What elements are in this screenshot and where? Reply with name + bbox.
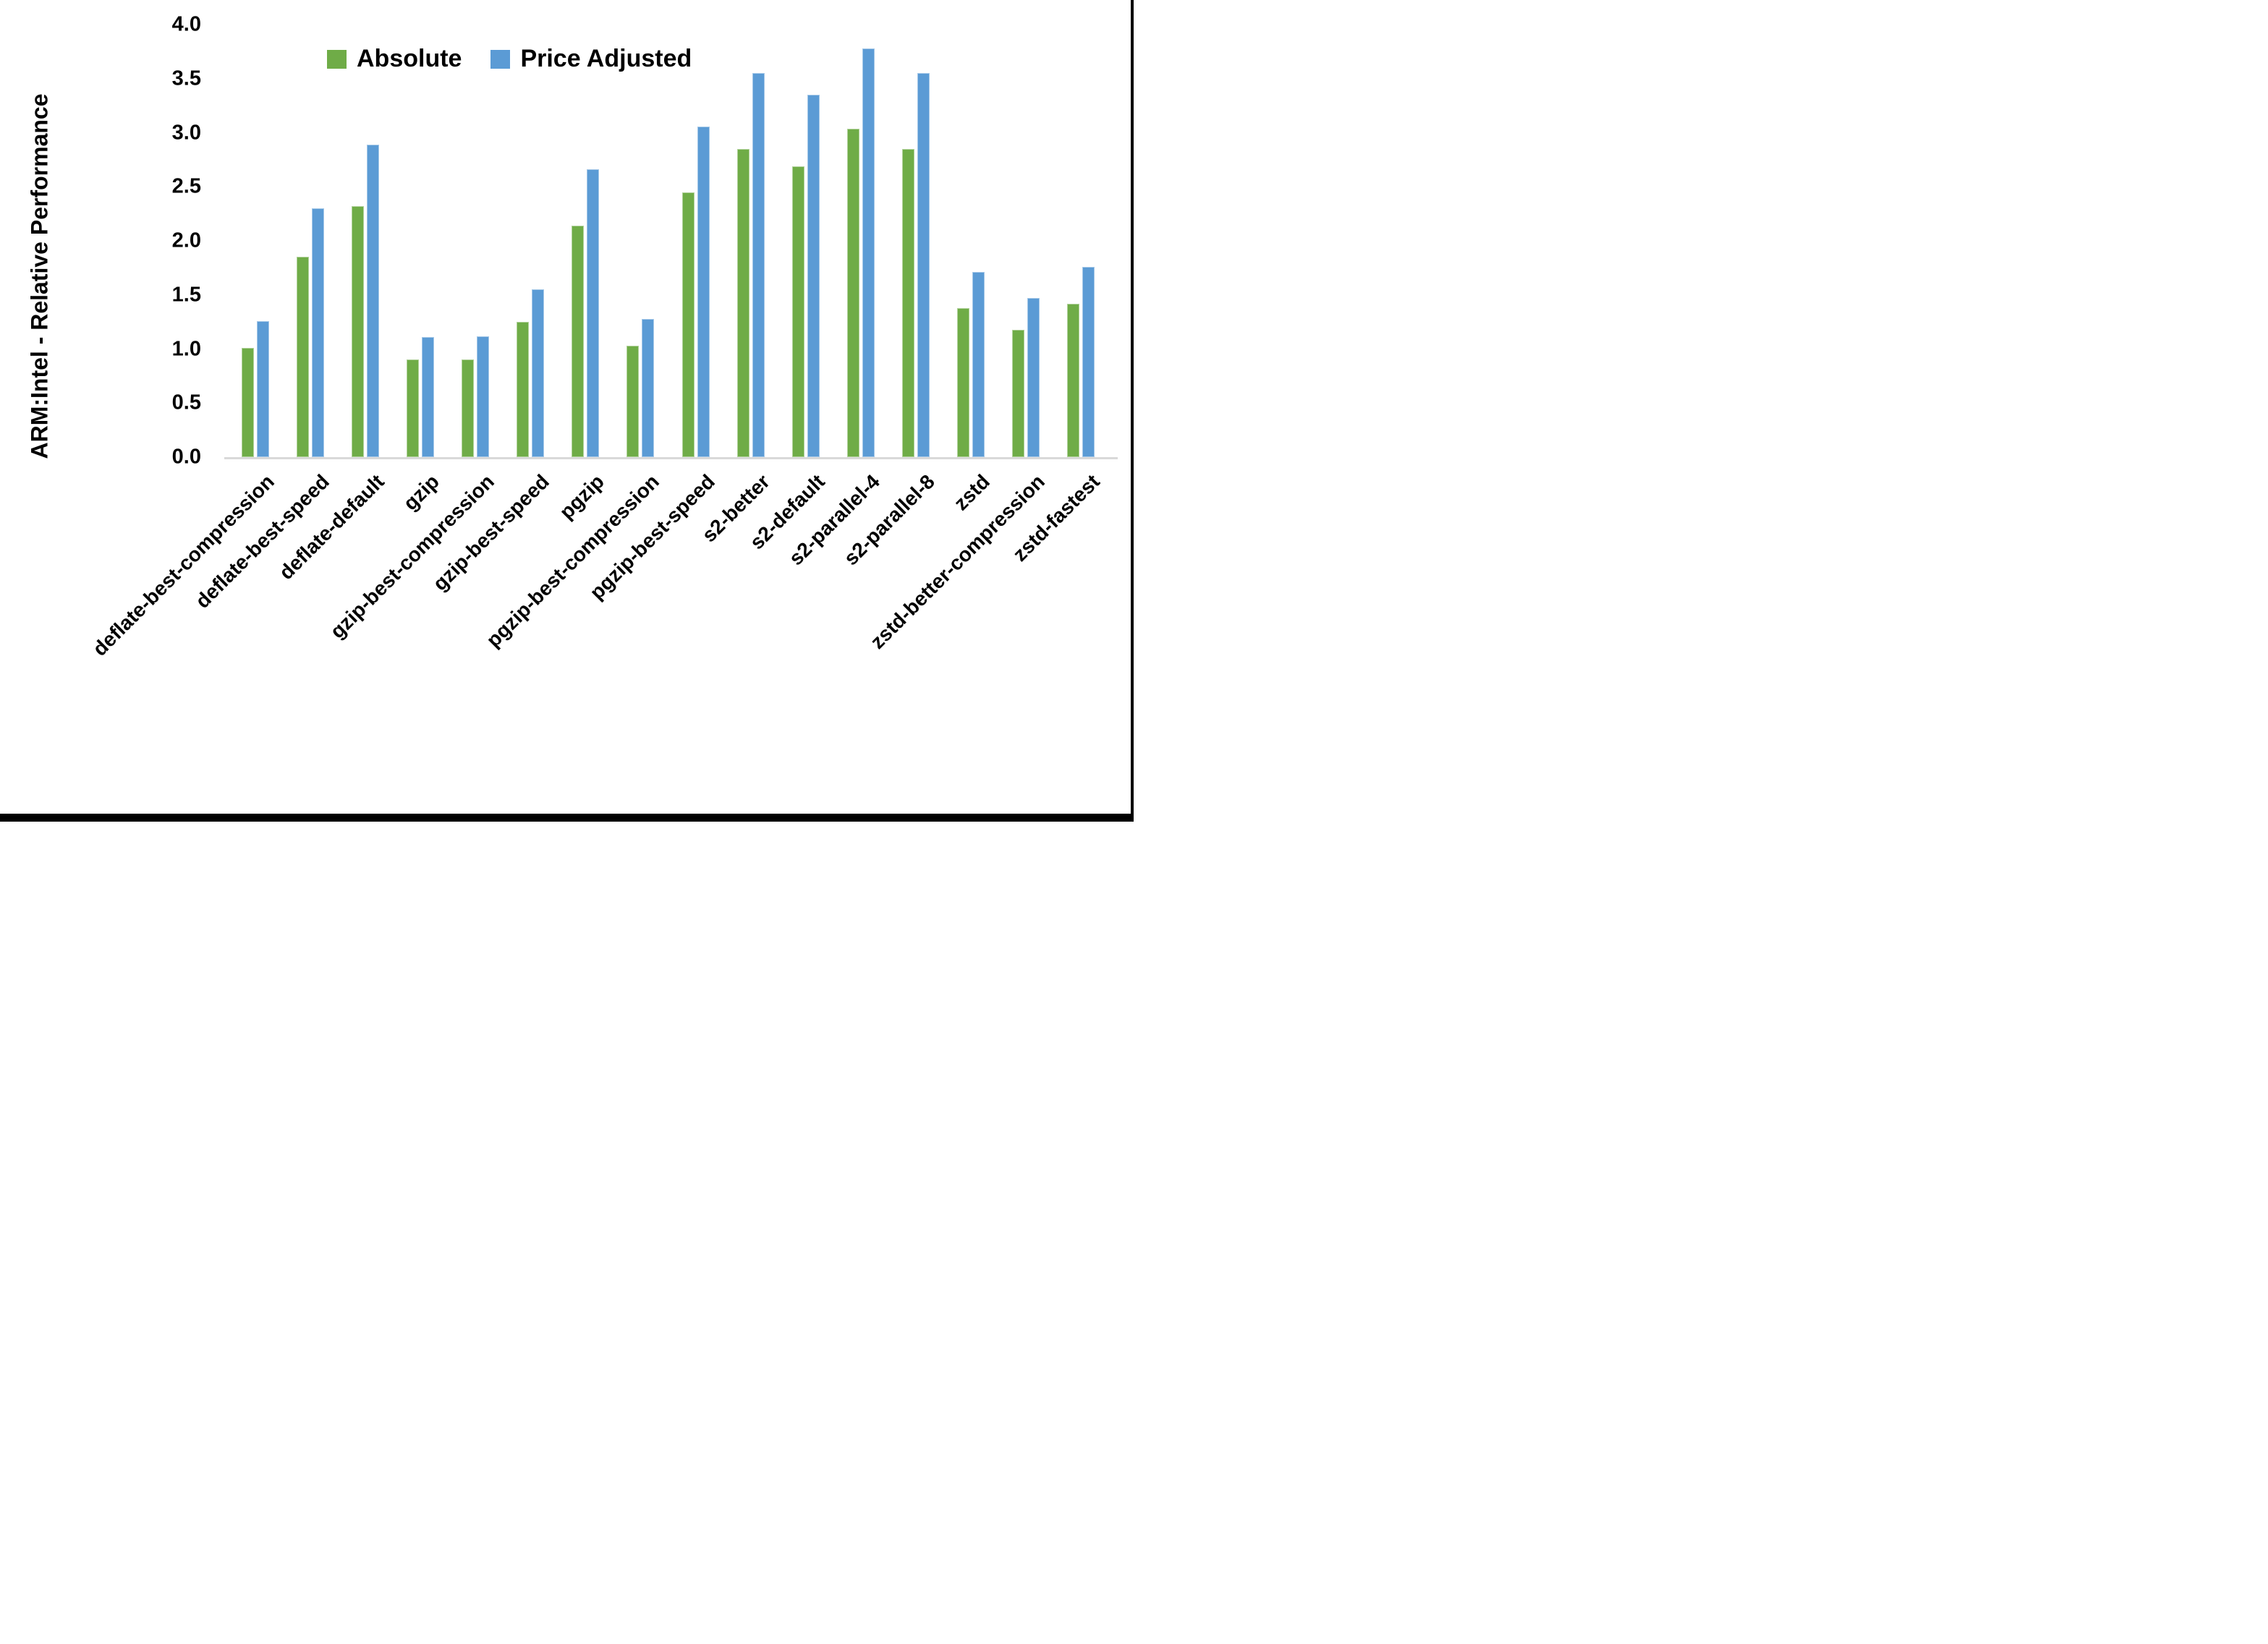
bar-price-adjusted-gzip-best-compression xyxy=(477,336,490,457)
bar-absolute-deflate-default xyxy=(352,206,365,457)
legend-item-price-adjusted: Price Adjusted xyxy=(490,45,692,73)
bar-price-adjusted-pgzip-best-speed xyxy=(697,126,710,457)
bar-price-adjusted-zstd-better-compression xyxy=(1027,298,1040,457)
y-axis-tick-4.0: 4.0 xyxy=(171,12,201,36)
bar-absolute-s2-parallel-8 xyxy=(901,148,914,457)
bar-absolute-zstd-better-compression xyxy=(1011,329,1024,457)
bar-absolute-pgzip-best-speed xyxy=(681,192,695,457)
legend: Absolute Price Adjusted xyxy=(327,45,692,73)
legend-label-absolute: Absolute xyxy=(357,45,462,72)
bar-absolute-deflate-best-compression xyxy=(242,348,255,457)
bar-price-adjusted-deflate-default xyxy=(367,144,380,457)
bar-price-adjusted-s2-parallel-8 xyxy=(917,73,930,457)
bar-price-adjusted-pgzip-best-compression xyxy=(642,318,655,457)
y-axis-tick-3.0: 3.0 xyxy=(171,121,201,144)
bar-price-adjusted-zstd-fastest xyxy=(1082,266,1095,457)
bar-absolute-pgzip-best-compression xyxy=(627,346,640,457)
y-axis-tick-0.0: 0.0 xyxy=(171,445,201,469)
bar-absolute-deflate-best-speed xyxy=(297,257,310,457)
bar-absolute-gzip-best-compression xyxy=(462,359,475,457)
legend-item-absolute: Absolute xyxy=(327,45,462,73)
bar-absolute-s2-parallel-4 xyxy=(846,128,859,457)
bar-absolute-pgzip xyxy=(572,226,585,457)
bar-price-adjusted-deflate-best-compression xyxy=(257,320,270,457)
bar-price-adjusted-gzip-best-speed xyxy=(532,289,545,457)
bar-absolute-gzip-best-speed xyxy=(517,322,530,457)
y-axis-tick-0.5: 0.5 xyxy=(171,391,201,414)
bar-price-adjusted-zstd xyxy=(972,272,985,457)
y-axis-tick-3.5: 3.5 xyxy=(171,67,201,90)
bar-price-adjusted-gzip xyxy=(422,337,435,457)
bar-absolute-zstd xyxy=(956,307,969,457)
bar-price-adjusted-s2-default xyxy=(807,95,820,457)
bar-absolute-zstd-fastest xyxy=(1066,303,1079,457)
right-border xyxy=(1131,0,1134,822)
y-axis-tick-2.5: 2.5 xyxy=(171,174,201,198)
y-axis-tick-1.0: 1.0 xyxy=(171,337,201,360)
legend-swatch-absolute xyxy=(327,49,347,69)
x-axis-line xyxy=(224,457,1118,459)
bar-absolute-gzip xyxy=(407,359,420,457)
bar-price-adjusted-pgzip xyxy=(587,169,600,457)
legend-label-price-adjusted: Price Adjusted xyxy=(520,45,692,72)
bar-price-adjusted-s2-better xyxy=(752,73,765,457)
bar-price-adjusted-deflate-best-speed xyxy=(312,208,325,457)
y-axis-tick-1.5: 1.5 xyxy=(171,283,201,307)
legend-swatch-price-adjusted xyxy=(490,49,511,69)
y-axis-tick-2.0: 2.0 xyxy=(171,229,201,252)
plot-area xyxy=(228,25,1108,457)
bar-price-adjusted-s2-parallel-4 xyxy=(862,48,875,457)
bar-absolute-s2-default xyxy=(791,166,804,457)
bar-absolute-s2-better xyxy=(736,148,749,457)
bottom-border xyxy=(0,814,1134,822)
